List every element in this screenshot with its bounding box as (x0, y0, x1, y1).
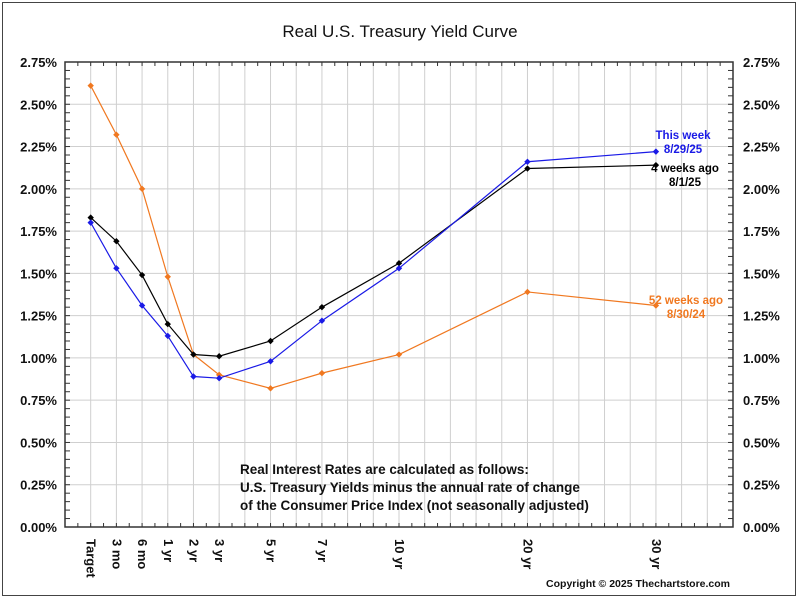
annotation-note: Real Interest Rates are calculated as fo… (240, 462, 589, 513)
y-tick-label-right: 0.75% (743, 393, 780, 408)
grid (65, 62, 734, 527)
y-tick-label-left: 2.00% (20, 182, 57, 197)
y-tick-label-right: 1.25% (743, 309, 780, 324)
data-point-4-weeks-ago (215, 353, 223, 360)
y-tick-label-left: 2.50% (20, 97, 57, 112)
data-point-this-week (87, 219, 94, 226)
y-tick-label-right: 0.50% (743, 435, 780, 450)
data-point-4-weeks-ago (113, 238, 120, 245)
y-tick-label-left: 1.00% (20, 351, 57, 366)
y-tick-label-left: 1.25% (20, 309, 57, 324)
legend-4-weeks-ago-name: 4 weeks ago (651, 163, 719, 175)
data-point-this-week (113, 265, 120, 272)
legend-this-week-name: This week (656, 130, 712, 142)
data-point-this-week (138, 302, 146, 309)
data-point-52-weeks-ago (652, 302, 660, 309)
data-point-this-week (524, 158, 531, 165)
y-tick-label-right: 1.75% (743, 224, 780, 239)
legend: This week 8/29/25 4 weeks ago 8/1/25 52 … (649, 130, 723, 321)
series-group (87, 82, 660, 392)
y-tick-label-right: 2.50% (743, 97, 780, 112)
data-point-52-weeks-ago (524, 288, 531, 296)
data-point-this-week (395, 265, 403, 272)
data-point-4-weeks-ago (87, 214, 94, 221)
x-category-label: 7 yr (315, 539, 330, 562)
data-point-4-weeks-ago (138, 271, 146, 279)
x-category-label: 6 mo (135, 539, 150, 569)
data-point-52-weeks-ago (215, 371, 223, 379)
series-this-week (87, 148, 660, 382)
x-category-label: 3 yr (212, 539, 227, 562)
data-point-52-weeks-ago (267, 385, 274, 392)
data-point-52-weeks-ago (164, 273, 171, 280)
y-tick-label-right: 2.25% (743, 140, 780, 155)
chart-title: Real U.S. Treasury Yield Curve (282, 22, 518, 41)
axes (64, 61, 734, 528)
legend-this-week-date: 8/29/25 (664, 144, 703, 156)
y-tick-label-left: 1.50% (20, 266, 57, 281)
y-tick-label-left: 0.50% (20, 435, 57, 450)
data-point-4-weeks-ago (318, 303, 326, 311)
y-tick-label-right: 1.50% (743, 266, 780, 281)
annotation-line-3: of the Consumer Price Index (not seasona… (240, 498, 589, 513)
x-category-label: 20 yr (520, 539, 535, 569)
legend-52-weeks-ago-date: 8/30/24 (667, 309, 706, 321)
y-axis-right-labels: 0.00% 0.25% 0.50% 0.75% 1.00% 1.25% 1.50% 1.75%… (743, 55, 780, 535)
x-category-label: 3 mo (109, 539, 124, 569)
data-point-4-weeks-ago (524, 165, 531, 172)
x-category-label: 1 yr (161, 539, 176, 562)
y-tick-label-right: 2.00% (743, 182, 780, 197)
data-point-this-week (267, 358, 274, 365)
copyright: Copyright © 2025 Thechartstore.com (546, 578, 730, 590)
data-point-this-week (318, 317, 326, 324)
data-point-this-week (652, 148, 660, 155)
y-tick-label-left: 1.75% (20, 224, 57, 239)
series-4-weeks-ago (87, 161, 660, 360)
x-category-label: 2 yr (186, 539, 201, 562)
y-tick-label-left: 0.25% (20, 478, 57, 493)
x-axis-labels: Target 3 mo 6 mo 1 yr 2 yr 3 yr 5 yr 7 yr 10 yr 2… (84, 539, 664, 578)
data-point-4-weeks-ago (267, 337, 274, 345)
series-52-weeks-ago (87, 82, 660, 392)
y-tick-label-left: 2.25% (20, 140, 57, 155)
x-category-label: 30 yr (649, 539, 664, 569)
x-category-label: 5 yr (264, 539, 279, 562)
data-point-this-week (215, 375, 223, 382)
data-point-this-week (164, 332, 171, 340)
annotation-line-1: Real Interest Rates are calculated as fo… (240, 462, 529, 477)
y-tick-label-left: 0.00% (20, 520, 57, 535)
legend-52-weeks-ago-name: 52 weeks ago (649, 295, 723, 307)
data-point-4-weeks-ago (164, 320, 171, 328)
y-tick-label-left: 2.75% (20, 55, 57, 70)
data-point-this-week (190, 373, 197, 380)
legend-4-weeks-ago-date: 8/1/25 (669, 177, 702, 189)
y-tick-label-right: 0.25% (743, 478, 780, 493)
x-category-label: 10 yr (392, 539, 407, 569)
x-category-label: Target (84, 539, 99, 578)
data-point-52-weeks-ago (87, 82, 94, 89)
data-point-52-weeks-ago (138, 185, 146, 193)
data-point-4-weeks-ago (652, 161, 660, 169)
data-point-52-weeks-ago (318, 369, 326, 377)
y-tick-label-right: 2.75% (743, 55, 780, 70)
data-point-4-weeks-ago (190, 351, 197, 358)
data-point-52-weeks-ago (395, 351, 403, 358)
y-tick-label-right: 1.00% (743, 351, 780, 366)
annotation-line-2: U.S. Treasury Yields minus the annual ra… (240, 480, 580, 495)
y-axis-left-labels: 0.00% 0.25% 0.50% 0.75% 1.00% 1.25% 1.50% 1.75%… (20, 55, 57, 535)
y-tick-label-right: 0.00% (743, 520, 780, 535)
data-point-4-weeks-ago (395, 260, 403, 267)
y-tick-label-left: 0.75% (20, 393, 57, 408)
data-point-52-weeks-ago (113, 131, 120, 138)
